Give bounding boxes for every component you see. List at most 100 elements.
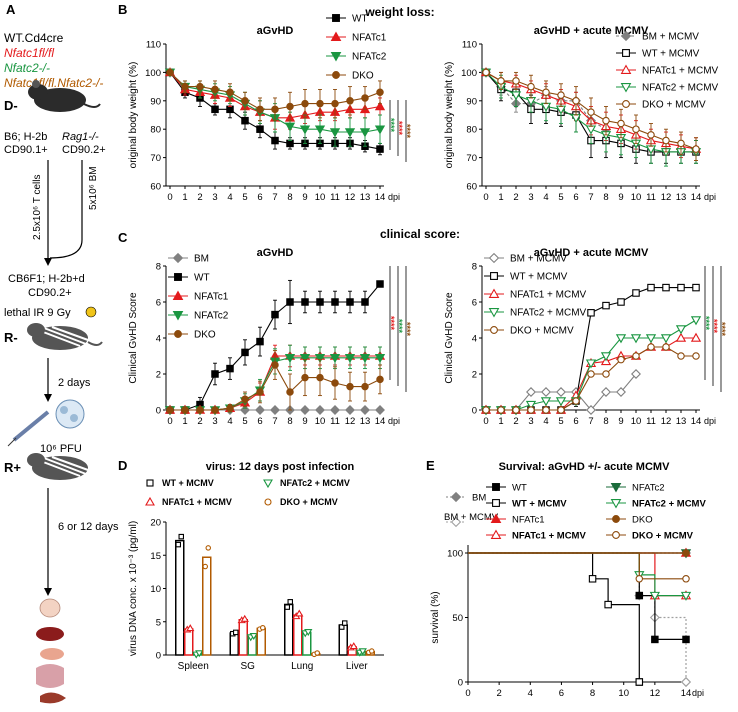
recipient-line2: CD90.2+	[28, 287, 72, 299]
legend-label: NFATc2 + MCMV	[632, 499, 706, 510]
y-tick-label: 90	[150, 96, 161, 107]
x-tick-label: 8	[590, 688, 595, 699]
x-tick-label: 7	[588, 192, 593, 203]
end-marker	[635, 678, 644, 686]
x-tick-label: 9	[618, 192, 623, 203]
data-point	[226, 88, 234, 97]
y-tick-label: 110	[462, 40, 477, 51]
x-tick-label: 5	[558, 416, 563, 427]
panel-c-mcmv-score: aGvHD + acute MCMV Clinical GvHD Score 0 2 4…	[444, 247, 727, 427]
bar-point	[240, 614, 249, 622]
data-point	[376, 280, 384, 288]
panel-d-virus-bars: virus: 12 days post infection virus DNA c…	[128, 461, 384, 672]
data-point	[255, 405, 265, 415]
bar-point	[233, 629, 239, 636]
x-tick-label: 2	[496, 688, 501, 699]
y-axis-label: original body weight (%)	[128, 62, 139, 169]
bar	[247, 635, 257, 656]
data-point	[587, 370, 595, 378]
data-point	[376, 375, 384, 384]
data-point	[572, 397, 580, 405]
legend-label: NFATc1	[352, 33, 387, 44]
x-tick-label: 0	[167, 416, 172, 427]
data-point	[196, 406, 204, 414]
x-tick-label: 0	[483, 192, 488, 203]
x-tick-label: 8	[287, 192, 292, 203]
recipient-mouse-icon	[27, 323, 103, 350]
bm-label: 5x10⁶ BM	[88, 166, 99, 210]
data-point	[181, 406, 189, 414]
bar-point	[358, 648, 367, 656]
legend-label: WT + MCMV	[642, 49, 700, 60]
x-tick-label: 1	[182, 416, 187, 427]
x-tick-label: 2	[513, 192, 518, 203]
legend-label: DKO + MCMV	[642, 100, 706, 111]
y-tick-label: 90	[466, 96, 477, 107]
data-point	[512, 406, 520, 414]
legend-label: NFATc1	[512, 515, 545, 526]
y-tick-label: 50	[452, 613, 463, 624]
legend-marker	[490, 513, 502, 523]
data-point	[602, 116, 610, 125]
data-point	[286, 388, 294, 396]
data-point	[346, 382, 354, 391]
significance-stars: ****	[394, 319, 404, 334]
genotype-nfatc2: Nfatc2-/-	[4, 61, 50, 75]
legend-marker	[610, 499, 622, 509]
legend-marker	[146, 479, 154, 487]
data-point	[330, 405, 340, 415]
legend-label: WT + MCMV	[510, 272, 568, 283]
data-point	[271, 310, 279, 319]
x-tick-label: 9	[302, 192, 307, 203]
x-tick-label: 6	[573, 192, 578, 203]
legend-marker	[264, 498, 272, 506]
legend-marker	[620, 83, 632, 93]
x-tick-label: 12	[650, 688, 661, 699]
x-tick-label: 1	[498, 192, 503, 203]
x-tick-label: 14	[375, 416, 386, 427]
data-point	[375, 405, 385, 415]
data-point	[587, 309, 595, 317]
data-point	[331, 379, 339, 387]
significance-stars: ****	[701, 316, 711, 331]
x-tick-label: 10	[631, 192, 642, 203]
data-point	[270, 405, 280, 415]
survival-curve	[468, 552, 686, 580]
data-point	[271, 361, 279, 369]
data-point	[316, 99, 324, 108]
legend-label: DKO + MCMV	[280, 497, 338, 507]
legend-label: WT + MCMV	[512, 499, 567, 510]
legend-label: BM + MCMV	[444, 512, 499, 523]
bar-point	[186, 624, 195, 632]
legend-marker	[610, 483, 622, 493]
legend-marker	[263, 479, 273, 489]
radiation-icon	[85, 306, 97, 318]
data-point	[601, 387, 611, 397]
data-point	[692, 283, 700, 292]
survival-curve	[468, 552, 686, 597]
bar-point	[314, 650, 320, 656]
x-tick-label: 4	[227, 416, 232, 427]
data-point	[361, 94, 369, 102]
x-tick-label: 9	[302, 416, 307, 427]
donor-b6-h2: B6; H-2b	[4, 131, 47, 143]
significance-stars: ****	[717, 322, 727, 337]
legend-marker	[450, 516, 462, 528]
chart-title: Survival: aGvHD +/- acute MCMV	[499, 461, 671, 473]
y-axis-label: Clinical GvHD Score	[444, 292, 455, 384]
legend-marker	[488, 252, 500, 264]
legend-label: NFATc1	[194, 292, 229, 303]
x-tick-label: 12	[345, 192, 356, 203]
panel-letter-b: B	[118, 2, 127, 17]
data-point	[376, 88, 384, 97]
data-point	[345, 405, 355, 415]
bar-point	[205, 545, 212, 551]
data-point	[241, 97, 249, 105]
y-tick-label: 5	[156, 617, 161, 628]
x-tick-label: 1	[498, 416, 503, 427]
y-tick-label: 15	[150, 551, 161, 562]
legend-label: NFATc1 + MCMV	[162, 497, 232, 507]
data-point	[300, 405, 310, 415]
x-tick-label: 5	[242, 192, 247, 203]
legend-label: NFATc2	[194, 311, 229, 322]
